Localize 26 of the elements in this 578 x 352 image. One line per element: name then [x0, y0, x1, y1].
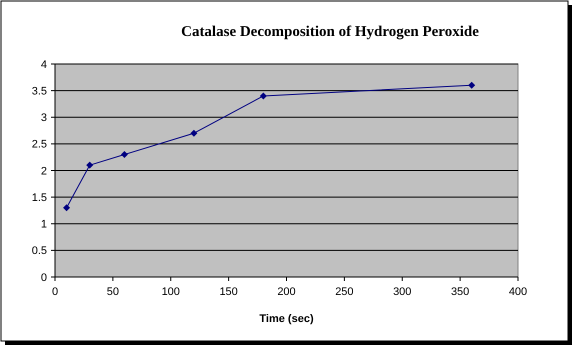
x-tick-label: 350 [450, 286, 470, 298]
x-tick-label: 150 [219, 286, 238, 298]
y-tick-label: 1.5 [32, 192, 47, 204]
y-tick-label: 4 [40, 58, 47, 71]
y-tick-label: 0.5 [32, 245, 47, 258]
x-tick-label: 100 [162, 286, 180, 298]
point [190, 130, 198, 137]
y-tick-label: 2 [40, 165, 47, 178]
point [86, 162, 94, 169]
x-tick-label: 300 [393, 286, 412, 298]
point [260, 92, 267, 100]
x-axis-title: Time (sec) [259, 313, 314, 325]
chart-title: Catalase Decomposition of Hydrogen Peroxide [181, 24, 480, 40]
x-tick-label: 50 [106, 286, 119, 298]
point [63, 204, 70, 212]
x-tick-label: 400 [508, 286, 528, 298]
y-tick-label: 1 [40, 218, 47, 231]
point [120, 151, 128, 158]
point [468, 82, 476, 89]
y-tick-label: 0 [40, 272, 47, 284]
x-tick-label: 0 [52, 286, 58, 298]
x-tick-label: 250 [335, 286, 354, 298]
y-tick-label: 2.5 [32, 138, 47, 151]
x-tick-label: 200 [277, 286, 296, 298]
y-tick-label: 3 [40, 112, 47, 124]
y-tick-label: 3.5 [32, 85, 47, 98]
